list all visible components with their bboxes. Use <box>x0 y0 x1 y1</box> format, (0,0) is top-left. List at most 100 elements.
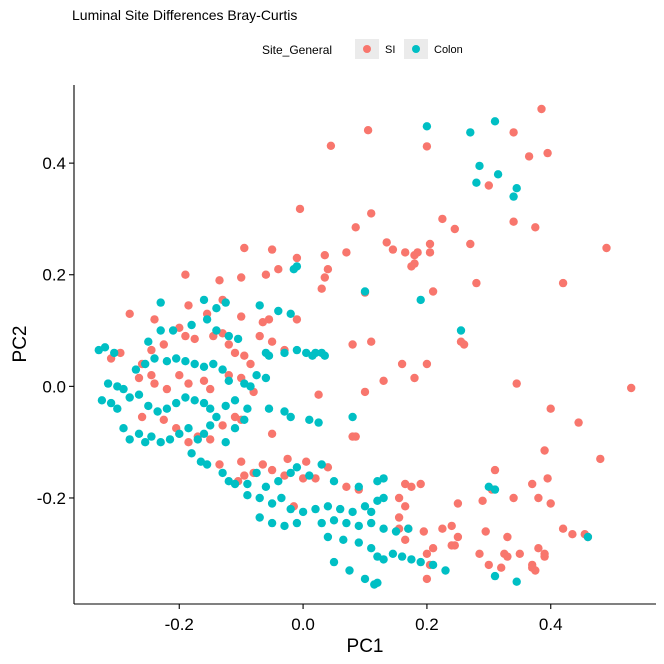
point-colon <box>261 482 271 491</box>
point-colon <box>202 315 212 324</box>
point-si <box>267 337 277 346</box>
point-si <box>481 527 490 536</box>
point-si <box>125 309 134 318</box>
points-layer <box>94 104 636 589</box>
point-colon <box>305 415 314 424</box>
point-colon <box>224 331 233 341</box>
point-si <box>363 126 373 135</box>
point-colon <box>292 345 302 355</box>
point-colon <box>206 421 215 430</box>
point-colon <box>280 407 289 416</box>
point-si <box>258 460 267 469</box>
point-si <box>531 223 540 232</box>
point-colon <box>212 304 221 313</box>
point-colon <box>267 518 277 528</box>
point-si <box>422 142 432 151</box>
point-si <box>348 340 357 349</box>
point-si <box>147 345 156 355</box>
point-colon <box>106 398 116 408</box>
point-colon <box>512 577 521 586</box>
y-tick-label: 0.2 <box>42 266 66 285</box>
point-si <box>348 432 357 441</box>
point-colon <box>199 429 209 438</box>
point-si <box>184 379 193 388</box>
point-colon <box>317 518 326 528</box>
point-colon <box>379 524 388 533</box>
point-colon <box>280 521 289 531</box>
point-colon <box>221 401 230 411</box>
legend-key-si <box>363 45 371 53</box>
point-si <box>596 454 605 464</box>
point-colon <box>110 348 119 358</box>
point-colon <box>218 365 227 374</box>
point-colon <box>261 373 271 383</box>
point-colon <box>184 424 193 433</box>
point-colon <box>193 435 202 444</box>
point-si <box>292 315 302 324</box>
point-si <box>425 239 435 249</box>
point-si <box>267 429 277 438</box>
point-si <box>240 351 249 360</box>
point-si <box>410 259 419 268</box>
point-si <box>137 412 147 422</box>
point-colon <box>397 552 407 561</box>
y-tick-label: -0.2 <box>37 489 66 508</box>
point-si <box>215 460 224 469</box>
point-colon <box>150 354 159 363</box>
point-colon <box>212 412 221 422</box>
point-si <box>428 287 438 296</box>
point-si <box>150 315 159 324</box>
legend-label-colon: Colon <box>434 44 463 56</box>
point-colon <box>360 502 370 511</box>
point-colon <box>134 390 144 399</box>
point-colon <box>493 170 503 179</box>
point-si <box>546 499 555 508</box>
point-colon <box>100 343 110 352</box>
point-si <box>528 560 537 570</box>
legend-entry-colon: Colon <box>404 39 463 59</box>
point-colon <box>147 432 156 441</box>
point-colon <box>490 571 500 581</box>
point-si <box>292 253 302 263</box>
point-colon <box>168 326 178 335</box>
point-colon <box>125 393 134 402</box>
point-si <box>528 479 537 489</box>
x-axis-title: PC1 <box>347 636 384 657</box>
point-si <box>190 334 199 344</box>
point-colon <box>190 359 199 369</box>
point-colon <box>113 404 122 413</box>
point-colon <box>141 359 150 369</box>
point-si <box>246 359 255 369</box>
point-colon <box>243 479 252 489</box>
point-si <box>503 552 512 561</box>
point-si <box>181 331 190 341</box>
point-colon <box>407 555 416 564</box>
point-colon <box>475 161 484 171</box>
point-colon <box>156 326 165 335</box>
point-si <box>503 532 512 542</box>
point-si <box>484 560 493 570</box>
point-si <box>342 248 351 257</box>
point-colon <box>156 298 165 307</box>
point-colon <box>131 365 141 374</box>
legend-key-colon <box>412 45 420 53</box>
point-si <box>237 312 246 321</box>
point-colon <box>162 404 172 413</box>
point-si <box>568 530 577 539</box>
point-si <box>484 181 493 190</box>
point-colon <box>199 398 209 408</box>
point-colon <box>329 477 339 486</box>
point-si <box>453 499 463 508</box>
point-colon <box>317 460 326 469</box>
point-colon <box>360 287 370 296</box>
point-si <box>230 348 240 358</box>
point-colon <box>339 535 348 544</box>
point-si <box>466 239 475 249</box>
point-si <box>524 152 534 161</box>
point-si <box>425 248 435 257</box>
point-colon <box>119 424 128 433</box>
point-si <box>453 532 463 542</box>
point-si <box>497 563 506 572</box>
point-si <box>543 474 552 483</box>
point-colon <box>286 412 295 422</box>
